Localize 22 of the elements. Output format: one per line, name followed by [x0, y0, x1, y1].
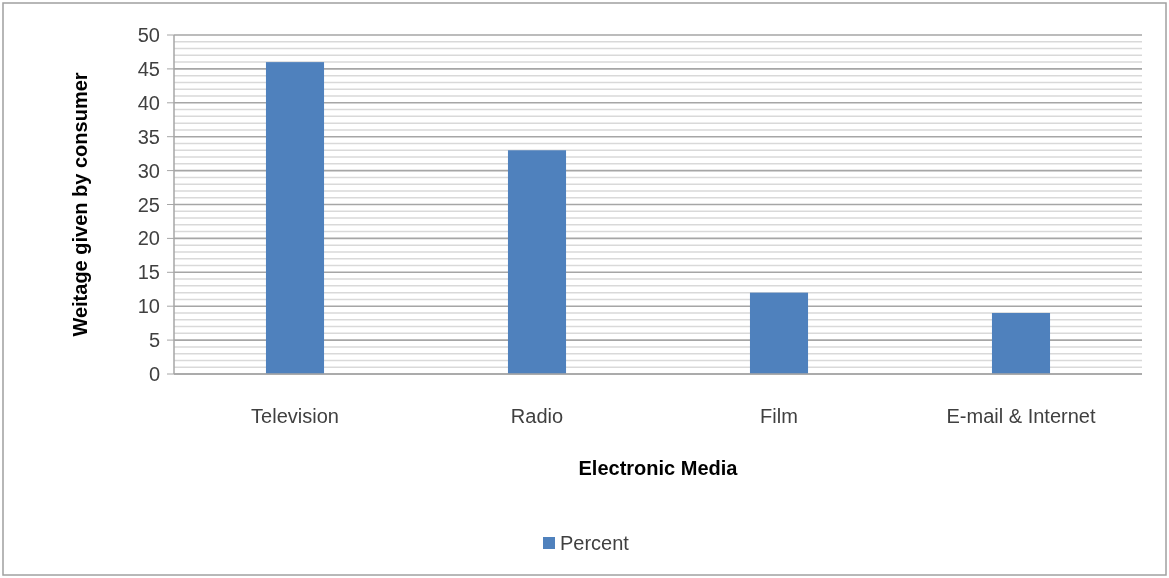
x-tick-label: Film — [760, 405, 798, 427]
y-tick-label: 35 — [137, 125, 160, 148]
y-tick-label: 45 — [137, 57, 160, 80]
y-tick-label: 15 — [137, 261, 160, 284]
x-axis-title: Electronic Media — [578, 457, 739, 479]
y-tick-label: 5 — [148, 329, 160, 352]
y-tick-label: 0 — [148, 363, 160, 385]
y-tick-label: 25 — [137, 193, 160, 216]
x-tick-label: Television — [251, 405, 339, 427]
bar — [749, 292, 809, 374]
x-tick-label: Radio — [510, 405, 564, 427]
y-tick-label: 10 — [137, 295, 160, 318]
y-tick-label: 20 — [137, 227, 160, 250]
y-tick-label: 30 — [137, 159, 160, 182]
x-tick-label: E-mail & Internet — [946, 405, 1096, 427]
y-tick-label: 50 — [137, 24, 160, 46]
bar — [991, 312, 1051, 374]
bar — [507, 150, 567, 374]
y-tick-label: 40 — [137, 91, 160, 114]
bar — [265, 62, 325, 374]
legend-label: Percent — [560, 532, 630, 554]
y-axis-title: Weitage given by consumer — [69, 72, 91, 337]
